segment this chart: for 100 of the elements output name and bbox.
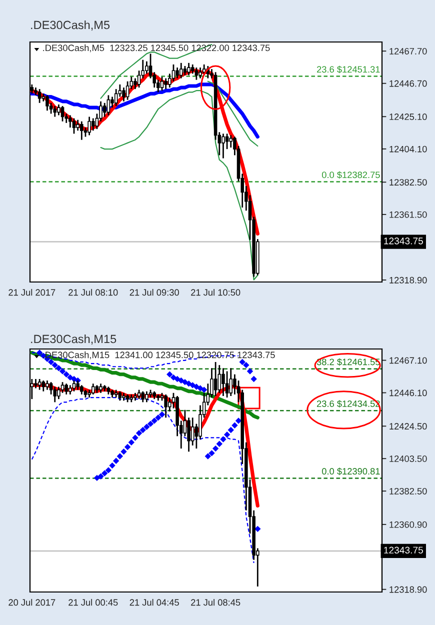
point bbox=[136, 430, 142, 436]
ref-line-label: 12343.75 bbox=[384, 546, 423, 554]
ref-line-label: 0.0 $12390.81 bbox=[322, 468, 380, 476]
candlestick bbox=[91, 382, 95, 396]
candlestick bbox=[222, 132, 225, 160]
candlestick bbox=[229, 367, 233, 397]
point bbox=[216, 440, 222, 448]
y-tick-label: 12318.90 bbox=[390, 586, 427, 593]
point bbox=[132, 434, 138, 441]
chart-title: .DE30Cash,M5 bbox=[31, 20, 110, 31]
line-series bbox=[100, 90, 258, 280]
candlestick bbox=[53, 105, 57, 118]
x-tick-label: 21 Jul 09:30 bbox=[130, 288, 179, 296]
point bbox=[116, 453, 124, 460]
point bbox=[243, 362, 250, 368]
point bbox=[224, 432, 230, 438]
point bbox=[155, 414, 162, 421]
candlestick bbox=[126, 80, 130, 101]
y-tick-label: 12467.70 bbox=[390, 48, 427, 54]
point bbox=[140, 426, 146, 434]
point bbox=[105, 467, 112, 474]
candlestick bbox=[72, 118, 76, 134]
candlestick bbox=[88, 116, 91, 136]
point bbox=[246, 368, 254, 374]
candlestick bbox=[57, 386, 60, 400]
candlestick bbox=[168, 396, 172, 412]
candlestick bbox=[106, 94, 110, 116]
point bbox=[94, 474, 100, 482]
point bbox=[36, 350, 43, 356]
point bbox=[170, 374, 177, 381]
candlestick bbox=[80, 120, 84, 141]
candlestick bbox=[176, 66, 179, 80]
x-tick-label: 21 Jul 2017 bbox=[8, 288, 56, 296]
candlestick bbox=[38, 378, 42, 391]
candlestick bbox=[134, 78, 137, 90]
point bbox=[228, 426, 234, 434]
y-tick-label: 12361.50 bbox=[390, 211, 427, 218]
point bbox=[151, 418, 158, 424]
y-tick-label: 12404.10 bbox=[390, 146, 427, 152]
point bbox=[220, 436, 226, 442]
point bbox=[250, 376, 257, 382]
candlestick bbox=[34, 378, 38, 389]
point bbox=[186, 380, 192, 387]
point bbox=[59, 368, 66, 374]
point bbox=[56, 365, 62, 372]
point bbox=[109, 462, 116, 469]
point bbox=[254, 526, 261, 532]
candlestick bbox=[187, 62, 190, 76]
candlestick bbox=[102, 102, 106, 118]
candlestick bbox=[214, 361, 218, 397]
x-tick-label: 21 Jul 00:45 bbox=[68, 598, 118, 606]
candlestick bbox=[164, 394, 168, 418]
candlestick bbox=[53, 386, 57, 403]
candlestick bbox=[225, 370, 229, 398]
point bbox=[120, 448, 127, 455]
candlestick bbox=[42, 380, 46, 392]
y-tick-label: 12382.50 bbox=[390, 179, 427, 186]
ref-line-label: 0.0 $12382.75 bbox=[322, 171, 380, 179]
y-tick-label: 12360.90 bbox=[390, 521, 427, 528]
candlestick bbox=[137, 389, 141, 400]
candlestick bbox=[198, 66, 202, 80]
point bbox=[112, 458, 120, 464]
candlestick bbox=[141, 390, 145, 403]
point bbox=[128, 439, 134, 446]
ref-line-label: 12343.75 bbox=[384, 238, 423, 244]
candlestick bbox=[160, 76, 164, 92]
y-tick-label: 12382.50 bbox=[390, 488, 427, 494]
point bbox=[204, 453, 212, 460]
candlestick bbox=[76, 119, 80, 132]
candlestick bbox=[145, 60, 148, 74]
candlestick bbox=[68, 384, 72, 396]
point bbox=[197, 385, 204, 392]
chart-title: .DE30Cash,M15 bbox=[31, 334, 116, 345]
y-tick-label: 12446.10 bbox=[390, 390, 427, 396]
candlestick bbox=[114, 88, 118, 107]
candlestick bbox=[225, 132, 229, 150]
y-tick-label: 12425.10 bbox=[390, 114, 427, 120]
point bbox=[166, 371, 173, 378]
point bbox=[200, 386, 208, 393]
candlestick bbox=[194, 66, 198, 81]
candlestick bbox=[110, 96, 114, 108]
y-tick-label: 12467.10 bbox=[390, 357, 427, 364]
candlestick bbox=[164, 78, 168, 90]
candlestick bbox=[46, 380, 49, 391]
point bbox=[208, 450, 215, 456]
candlestick bbox=[46, 94, 49, 112]
candlestick bbox=[222, 367, 225, 397]
candlestick bbox=[118, 390, 122, 402]
y-tick-label: 12446.70 bbox=[390, 80, 427, 87]
x-tick-label: 21 Jul 04:45 bbox=[130, 598, 179, 606]
ref-line-label: 23.6 $12451.31 bbox=[316, 66, 380, 74]
candlestick bbox=[99, 382, 102, 394]
line-series bbox=[207, 80, 258, 147]
x-tick-label: 21 Jul 08:10 bbox=[68, 288, 118, 296]
candlestick bbox=[64, 382, 68, 396]
point bbox=[239, 358, 246, 366]
candlestick bbox=[57, 104, 60, 116]
candlestick bbox=[38, 88, 42, 104]
point bbox=[182, 378, 188, 386]
candlestick bbox=[122, 86, 126, 102]
